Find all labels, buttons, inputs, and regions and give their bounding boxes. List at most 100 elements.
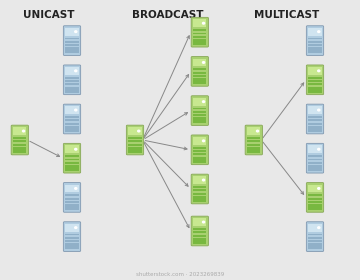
Bar xyxy=(309,44,321,46)
Circle shape xyxy=(75,31,77,32)
Bar xyxy=(193,231,206,233)
Bar xyxy=(247,137,260,139)
Bar xyxy=(66,201,78,203)
Bar xyxy=(66,47,78,53)
Bar xyxy=(66,162,78,164)
Bar xyxy=(193,117,206,123)
FancyBboxPatch shape xyxy=(63,222,81,251)
Bar xyxy=(129,140,141,142)
FancyBboxPatch shape xyxy=(191,96,208,125)
Bar xyxy=(129,127,141,135)
Bar xyxy=(193,235,206,237)
FancyBboxPatch shape xyxy=(191,216,208,246)
Bar xyxy=(66,87,78,93)
Bar xyxy=(309,204,321,210)
Circle shape xyxy=(75,70,77,72)
Bar xyxy=(309,28,321,36)
Bar xyxy=(193,72,206,74)
FancyBboxPatch shape xyxy=(306,65,324,95)
Bar xyxy=(309,162,321,164)
Bar xyxy=(193,32,206,34)
Bar xyxy=(309,47,321,53)
Bar xyxy=(309,87,321,93)
Bar xyxy=(193,193,206,195)
FancyBboxPatch shape xyxy=(11,125,28,155)
Bar xyxy=(309,119,321,121)
Bar xyxy=(66,77,78,79)
Circle shape xyxy=(318,148,320,150)
Bar xyxy=(13,140,26,142)
Bar xyxy=(193,39,206,45)
Bar xyxy=(309,67,321,75)
Bar xyxy=(309,198,321,200)
Bar xyxy=(309,165,321,171)
Circle shape xyxy=(203,22,204,24)
Circle shape xyxy=(203,221,204,223)
Text: MULTICAST: MULTICAST xyxy=(253,10,319,20)
Bar xyxy=(66,67,78,75)
FancyBboxPatch shape xyxy=(191,174,208,204)
Circle shape xyxy=(203,101,204,102)
Bar xyxy=(193,238,206,244)
Bar xyxy=(129,144,141,146)
Bar xyxy=(66,237,78,239)
Bar xyxy=(66,158,78,160)
Bar xyxy=(247,140,260,142)
Bar xyxy=(309,126,321,132)
FancyBboxPatch shape xyxy=(63,65,81,95)
FancyBboxPatch shape xyxy=(63,26,81,55)
FancyBboxPatch shape xyxy=(306,183,324,212)
Circle shape xyxy=(138,130,140,132)
Bar xyxy=(66,106,78,114)
Bar xyxy=(66,83,78,85)
Bar xyxy=(13,137,26,139)
Circle shape xyxy=(318,31,320,32)
Bar xyxy=(66,116,78,118)
Bar xyxy=(193,75,206,77)
Bar xyxy=(66,165,78,171)
Bar xyxy=(193,186,206,188)
Circle shape xyxy=(75,227,77,228)
Bar xyxy=(13,147,26,153)
Circle shape xyxy=(318,227,320,228)
Bar xyxy=(66,155,78,157)
Bar xyxy=(309,80,321,82)
Bar xyxy=(309,123,321,125)
Circle shape xyxy=(75,188,77,189)
Bar xyxy=(309,106,321,114)
Bar xyxy=(193,196,206,202)
FancyBboxPatch shape xyxy=(306,143,324,173)
Bar xyxy=(309,234,321,235)
Bar xyxy=(193,59,206,66)
Circle shape xyxy=(23,130,24,132)
Text: shutterstock.com · 2023269839: shutterstock.com · 2023269839 xyxy=(136,272,224,277)
Bar xyxy=(309,77,321,79)
Bar xyxy=(309,243,321,249)
Bar xyxy=(193,68,206,70)
FancyBboxPatch shape xyxy=(191,17,208,47)
Bar xyxy=(193,153,206,155)
Circle shape xyxy=(318,70,320,72)
Bar xyxy=(66,234,78,235)
Circle shape xyxy=(203,179,204,181)
Bar xyxy=(66,28,78,36)
Bar xyxy=(193,78,206,84)
FancyBboxPatch shape xyxy=(191,57,208,86)
Bar xyxy=(66,240,78,242)
Bar xyxy=(193,36,206,38)
Bar xyxy=(247,144,260,146)
Bar xyxy=(193,114,206,116)
Bar xyxy=(193,137,206,145)
FancyBboxPatch shape xyxy=(63,183,81,212)
FancyBboxPatch shape xyxy=(306,26,324,55)
Bar xyxy=(193,98,206,106)
Bar xyxy=(309,185,321,192)
Bar xyxy=(66,145,78,153)
Bar xyxy=(66,204,78,210)
Bar xyxy=(66,243,78,249)
Bar xyxy=(66,198,78,200)
Bar xyxy=(13,127,26,135)
Circle shape xyxy=(318,109,320,111)
Text: BROADCAST: BROADCAST xyxy=(132,10,203,20)
Bar xyxy=(309,155,321,157)
